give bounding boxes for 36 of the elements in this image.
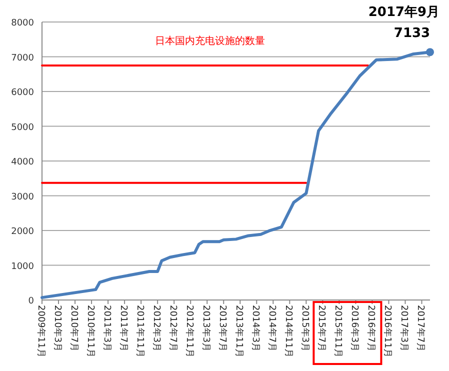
x-tick-label: 2017年7月 bbox=[415, 305, 426, 352]
x-tick-label: 2016年7月 bbox=[366, 305, 377, 352]
x-tick-label: 2012年3月 bbox=[151, 305, 162, 352]
y-tick-label: 4000 bbox=[11, 158, 34, 168]
y-tick-label: 2000 bbox=[11, 227, 34, 237]
y-tick-label: 0 bbox=[28, 296, 34, 306]
data-label: 7133 bbox=[394, 26, 430, 42]
x-tick-label: 2010年3月 bbox=[52, 305, 64, 352]
y-tick-label: 1000 bbox=[11, 262, 34, 272]
text: 日本国内充电设施的数量 bbox=[155, 35, 265, 47]
x-tick-label: 2015年3月 bbox=[300, 305, 311, 352]
annotation: 2017年9月 bbox=[368, 5, 440, 20]
x-tick-label: 2010年11月 bbox=[85, 305, 96, 358]
x-tick-label: 2011年3月 bbox=[102, 305, 113, 352]
x-tick-label: 2011年11月 bbox=[134, 305, 146, 358]
y-tick-label: 7000 bbox=[11, 53, 34, 64]
x-tick-label: 2015年7月 bbox=[316, 305, 328, 352]
x-tick-label: 2015年11月 bbox=[332, 305, 344, 358]
y-tick-label: 5000 bbox=[11, 122, 34, 133]
x-tick-label: 2013年7月 bbox=[217, 305, 228, 352]
x-tick-label: 2013年3月 bbox=[200, 305, 212, 352]
x-tick-label: 2011年7月 bbox=[118, 305, 130, 352]
x-tick-label: 2014年3月 bbox=[250, 305, 262, 352]
x-tick-label: 2014年7月 bbox=[266, 305, 278, 352]
x-tick-label: 2012年11月 bbox=[184, 305, 196, 358]
y-tick-label: 8000 bbox=[11, 18, 34, 28]
x-tick-label: 2013年11月 bbox=[234, 305, 245, 358]
y-tick-label: 6000 bbox=[11, 88, 34, 98]
x-tick-label: 2012年7月 bbox=[168, 305, 179, 352]
y-tick-label: 3000 bbox=[11, 192, 34, 202]
x-tick-label: 2014年11月 bbox=[283, 305, 294, 358]
x-tick-label: 2016年11月 bbox=[382, 305, 394, 358]
x-tick-label: 2009年11月 bbox=[36, 305, 46, 358]
x-tick-label: 2016年3月 bbox=[349, 305, 360, 352]
x-tick-label: 2017年3月 bbox=[398, 305, 410, 352]
x-tick-label: 2010年7月 bbox=[68, 305, 80, 352]
